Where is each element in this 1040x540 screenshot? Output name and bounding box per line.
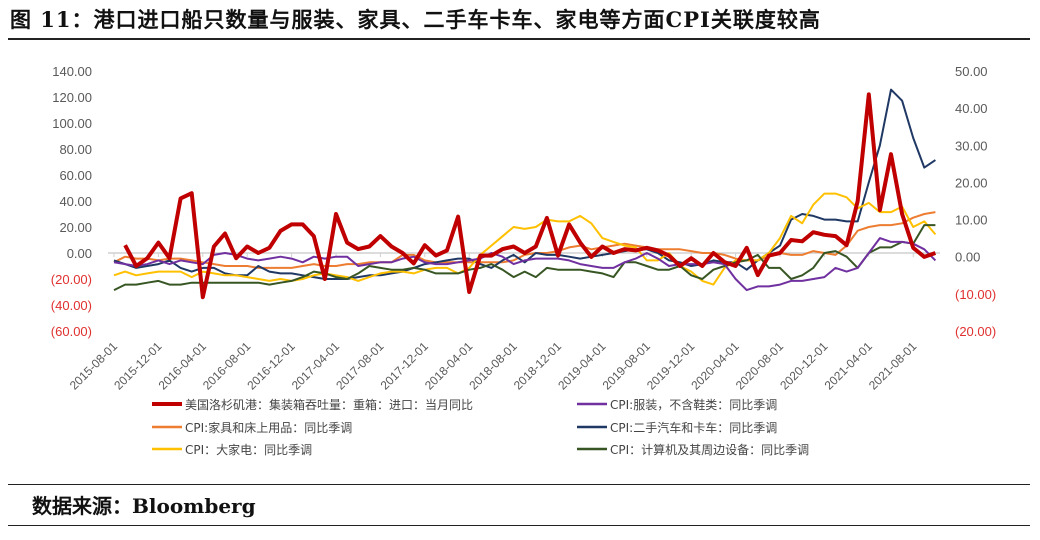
legend-label: CPI：大家电：同比季调 bbox=[185, 442, 312, 457]
figure-title: 图 11：港口进口船只数量与服装、家具、二手车卡车、家电等方面CPI关联度较高 bbox=[10, 7, 821, 32]
right-axis-tick-label: 0.00 bbox=[955, 250, 980, 265]
left-axis-tick-label: (60.00) bbox=[51, 324, 92, 339]
right-axis-tick-label: 50.00 bbox=[955, 64, 988, 79]
left-axis-tick-label: 0.00 bbox=[67, 246, 92, 261]
x-axis-tick-label: 2021-08-01 bbox=[866, 339, 920, 393]
source-divider bbox=[8, 484, 1030, 485]
legend-label: CPI:二手汽车和卡车：同比季调 bbox=[610, 420, 777, 435]
right-axis-tick-label: (20.00) bbox=[955, 324, 996, 339]
right-axis-tick-label: (10.00) bbox=[955, 287, 996, 302]
left-axis-tick-label: 120.00 bbox=[52, 90, 92, 105]
right-axis-tick-label: 20.00 bbox=[955, 175, 988, 190]
legend-label: CPI：计算机及其周边设备：同比季调 bbox=[610, 442, 809, 457]
line-chart: 140.00 120.00 100.00 80.00 60.00 40.00 20.00 0.… bbox=[51, 64, 996, 457]
title-divider bbox=[8, 38, 1030, 40]
left-axis-tick-label: (20.00) bbox=[51, 272, 92, 287]
bottom-divider bbox=[8, 525, 1030, 526]
right-axis-tick-label: 10.00 bbox=[955, 213, 988, 228]
left-axis-tick-label: 100.00 bbox=[52, 116, 92, 131]
left-axis-tick-label: 20.00 bbox=[59, 220, 92, 235]
right-axis-tick-label: 40.00 bbox=[955, 101, 988, 116]
legend-label: CPI:服装，不含鞋类：同比季调 bbox=[610, 397, 777, 412]
left-axis-tick-label: 140.00 bbox=[52, 64, 92, 79]
left-axis-tick-label: 40.00 bbox=[59, 194, 92, 209]
left-axis-tick-label: (40.00) bbox=[51, 298, 92, 313]
series-line-5 bbox=[113, 224, 936, 291]
legend-label: CPI:家具和床上用品：同比季调 bbox=[185, 420, 352, 435]
series-line-0 bbox=[123, 92, 937, 300]
series-line-4 bbox=[113, 192, 937, 286]
series-line-1 bbox=[113, 237, 937, 292]
right-axis-tick-label: 30.00 bbox=[955, 138, 988, 153]
source-note: 数据来源：Bloomberg bbox=[32, 494, 256, 518]
legend-label: 美国洛杉矶港：集装箱吞吐量：重箱：进口：当月同比 bbox=[185, 397, 473, 412]
series-line-3 bbox=[113, 88, 936, 280]
left-axis-tick-label: 60.00 bbox=[59, 168, 92, 183]
left-axis-tick-label: 80.00 bbox=[59, 142, 92, 157]
